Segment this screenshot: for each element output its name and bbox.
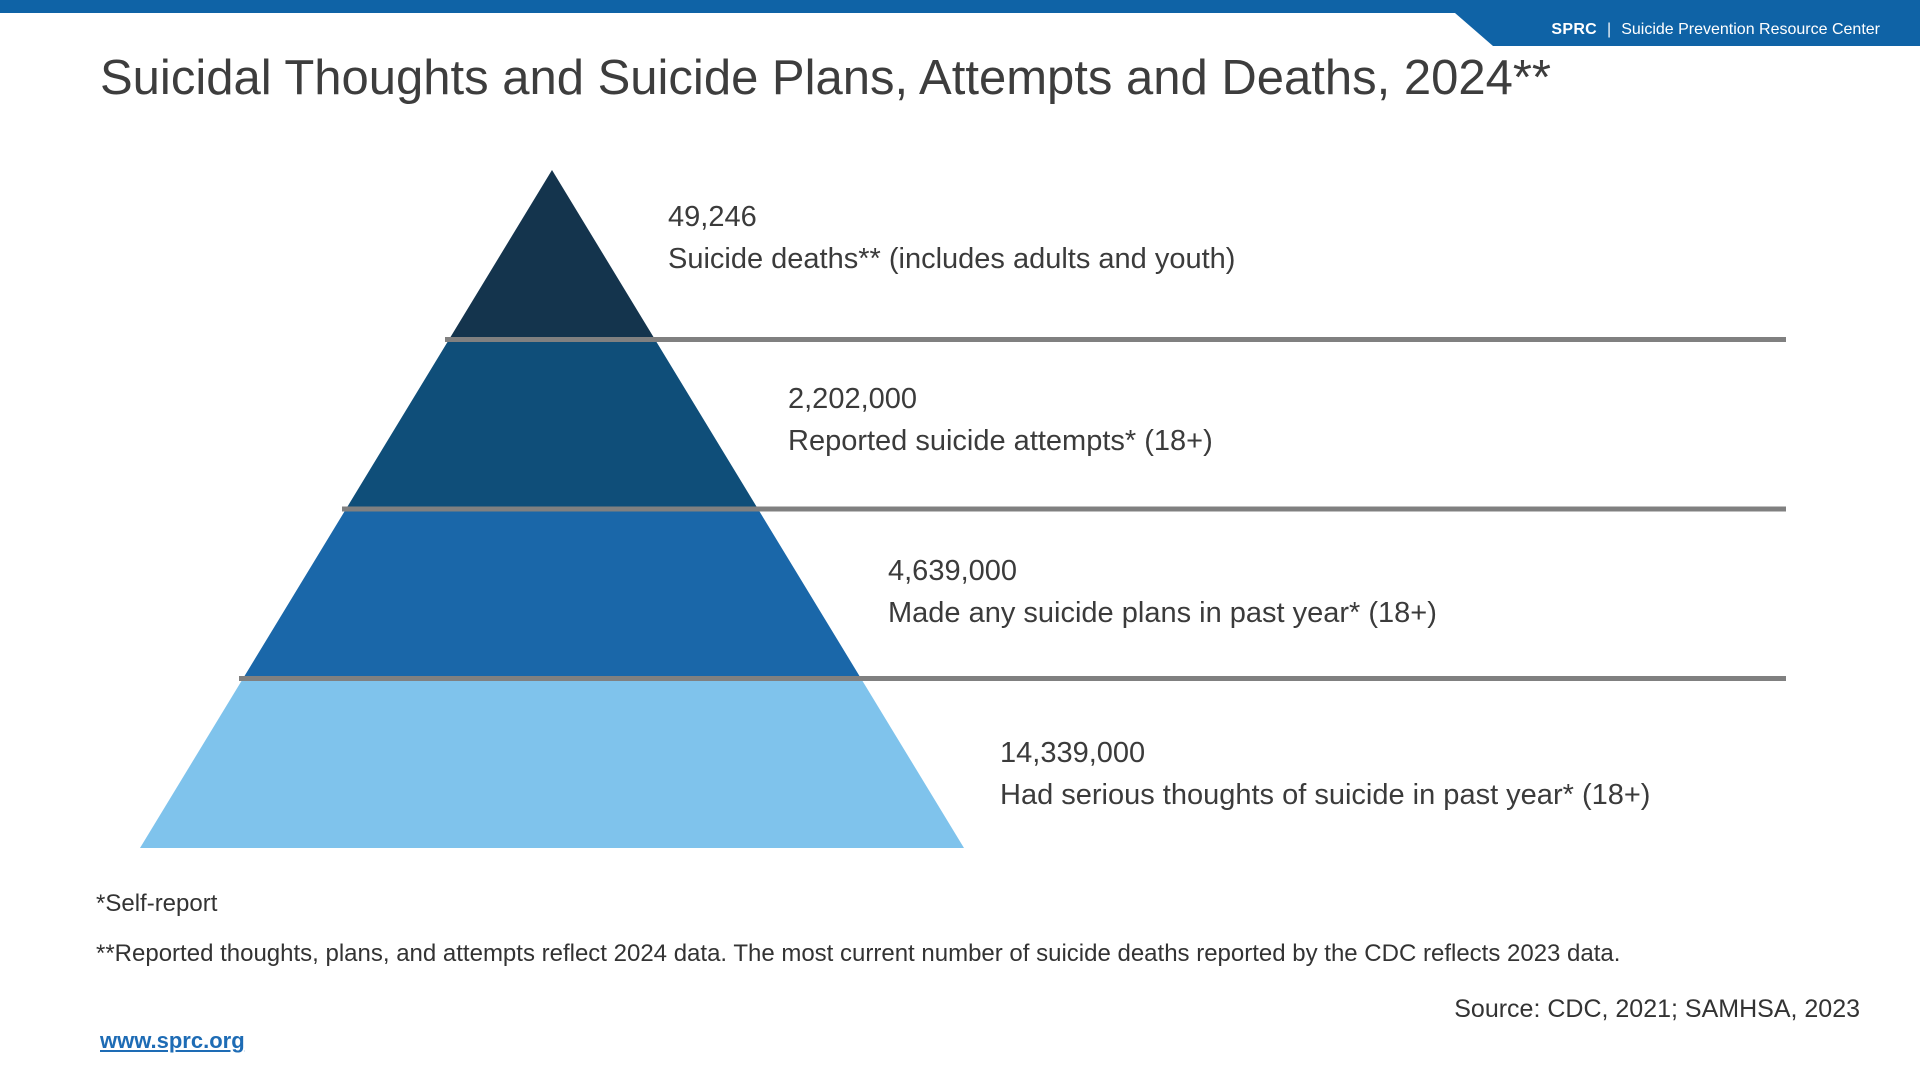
tier-label-thoughts: 14,339,000 Had serious thoughts of suici… — [1000, 732, 1650, 816]
pyramid-tier-attempts — [346, 339, 758, 509]
tier-value-thoughts: 14,339,000 — [1000, 737, 1146, 769]
footnote-data-years: **Reported thoughts, plans, and attempts… — [96, 940, 1621, 967]
tier-label-plans: 4,639,000 Made any suicide plans in past… — [888, 550, 1437, 634]
tier-label-deaths: 49,246 Suicide deaths** (includes adults… — [668, 196, 1235, 280]
tier-value-deaths: 49,246 — [668, 201, 757, 233]
pyramid-tier-deaths — [449, 170, 655, 340]
source-citation: Source: CDC, 2021; SAMHSA, 2023 — [1454, 995, 1860, 1023]
page-title: Suicidal Thoughts and Suicide Plans, Att… — [100, 51, 1551, 105]
brand-separator: | — [1607, 20, 1612, 38]
header-strip — [0, 0, 1920, 13]
footnote-self-report: *Self-report — [96, 890, 218, 917]
brand-banner: SPRC | Suicide Prevention Resource Cente… — [1455, 13, 1920, 46]
brand-abbreviation: SPRC — [1551, 20, 1598, 38]
tier-label-attempts: 2,202,000 Reported suicide attempts* (18… — [788, 378, 1213, 462]
tier-value-plans: 4,639,000 — [888, 555, 1018, 587]
tier-description-deaths: Suicide deaths** (includes adults and yo… — [668, 243, 1236, 275]
tier-value-attempts: 2,202,000 — [788, 383, 918, 415]
pyramid-tier-plans — [243, 509, 861, 679]
tier-description-plans: Made any suicide plans in past year* (18… — [888, 597, 1437, 629]
sprc-website-link[interactable]: www.sprc.org — [100, 1028, 245, 1053]
pyramid-tier-thoughts — [140, 678, 964, 848]
brand-name: Suicide Prevention Resource Center — [1621, 20, 1880, 38]
tier-description-attempts: Reported suicide attempts* (18+) — [788, 425, 1213, 457]
tier-description-thoughts: Had serious thoughts of suicide in past … — [1000, 779, 1651, 811]
